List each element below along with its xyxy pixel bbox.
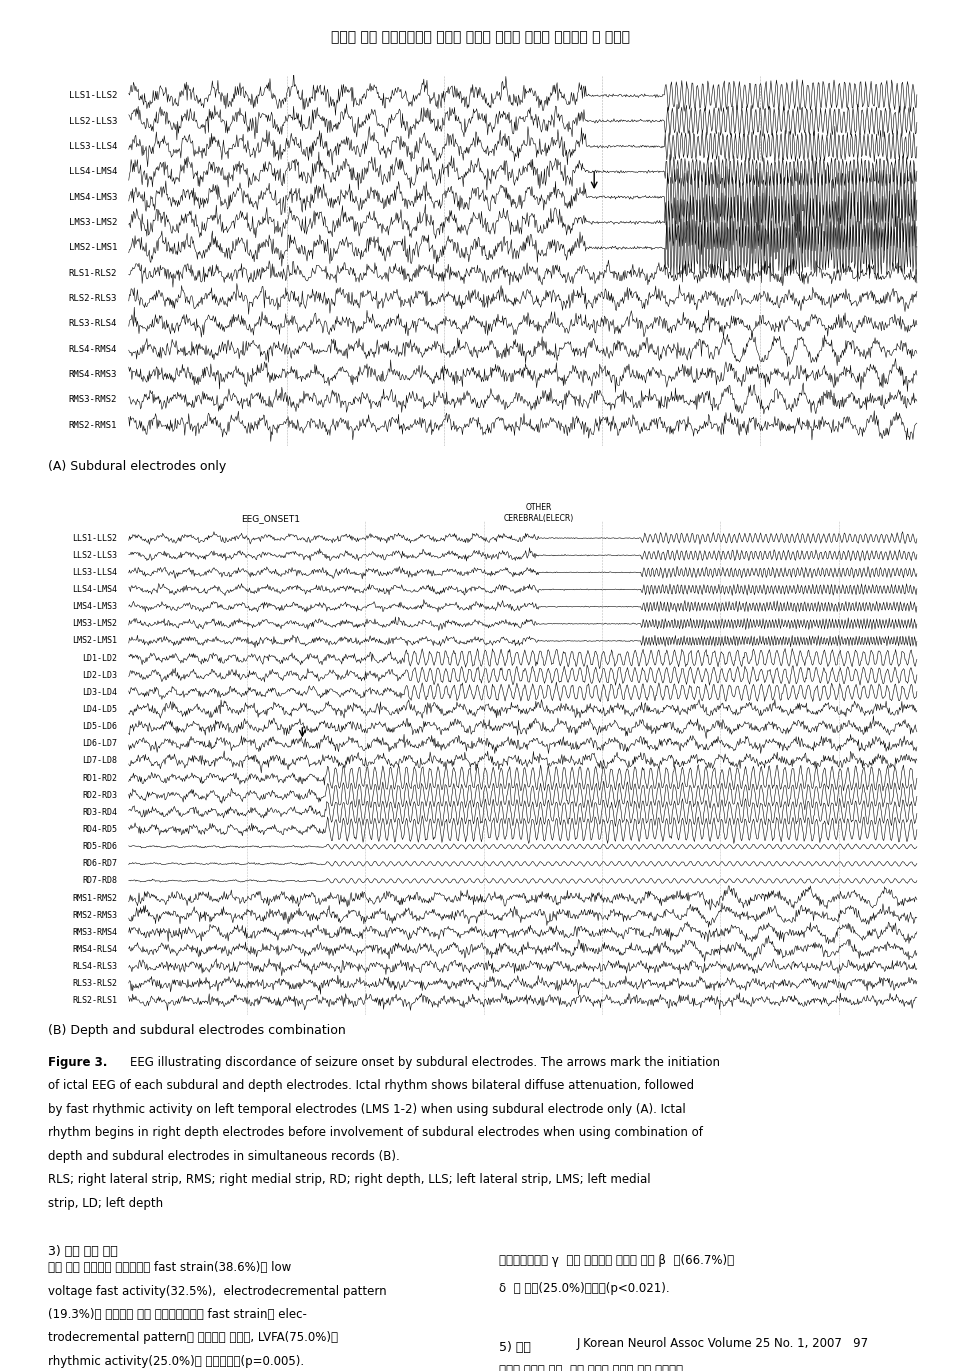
Text: voltage fast activity(32.5%),  electrodecremental pattern: voltage fast activity(32.5%), electrodec… [48, 1285, 387, 1297]
Text: 발작 뇌파 양상에서 관해군에서 fast strain(38.6%)과 low: 발작 뇌파 양상에서 관해군에서 fast strain(38.6%)과 low [48, 1261, 291, 1274]
Text: RLS2-RLS3: RLS2-RLS3 [68, 293, 117, 303]
Text: LMS2-LMS1: LMS2-LMS1 [68, 243, 117, 252]
Text: LLS3-LLS4: LLS3-LLS4 [68, 141, 117, 151]
Text: rhythm begins in right depth electrodes before involvement of subdural electrode: rhythm begins in right depth electrodes … [48, 1126, 703, 1139]
Text: LD7-LD8: LD7-LD8 [82, 757, 117, 765]
Text: LLS1-LLS2: LLS1-LLS2 [72, 533, 117, 543]
Text: RLS4-RLS3: RLS4-RLS3 [72, 962, 117, 971]
Text: RD2-RD3: RD2-RD3 [82, 791, 117, 799]
Text: LD4-LD5: LD4-LD5 [82, 705, 117, 714]
Text: of ictal EEG of each subdural and depth electrodes. Ictal rhythm shows bilateral: of ictal EEG of each subdural and depth … [48, 1079, 694, 1093]
Text: EEG_ONSET1: EEG_ONSET1 [241, 514, 300, 522]
Text: depth and subdural electrodes in simultaneous records (B).: depth and subdural electrodes in simulta… [48, 1150, 399, 1163]
Text: LLS1-LLS2: LLS1-LLS2 [68, 92, 117, 100]
Text: RD5-RD6: RD5-RD6 [82, 842, 117, 851]
Text: RD6-RD7: RD6-RD7 [82, 860, 117, 868]
Text: LLS3-LLS4: LLS3-LLS4 [72, 568, 117, 577]
Text: strip, LD; left depth: strip, LD; left depth [48, 1197, 163, 1209]
Text: LLS2-LLS3: LLS2-LLS3 [68, 117, 117, 126]
Text: J Korean Neurol Assoc Volume 25 No. 1, 2007   97: J Korean Neurol Assoc Volume 25 No. 1, 2… [577, 1337, 869, 1350]
Text: RD7-RD8: RD7-RD8 [82, 876, 117, 886]
Text: RD1-RD2: RD1-RD2 [82, 773, 117, 783]
Text: by fast rhythmic activity on left temporal electrodes (LMS 1-2) when using subdu: by fast rhythmic activity on left tempor… [48, 1102, 685, 1116]
Text: LD1-LD2: LD1-LD2 [82, 654, 117, 662]
Text: LMS4-LMS3: LMS4-LMS3 [72, 602, 117, 611]
Text: LLS4-LMS4: LLS4-LMS4 [72, 585, 117, 594]
Text: OTHER
CEREBRAL(ELECR): OTHER CEREBRAL(ELECR) [504, 503, 574, 522]
Text: RMS4-RMS3: RMS4-RMS3 [68, 370, 117, 380]
Text: Figure 3.: Figure 3. [48, 1056, 108, 1068]
Text: δ  파 이하(25.0%)이었다(p<0.021).: δ 파 이하(25.0%)이었다(p<0.021). [499, 1282, 670, 1294]
Text: (B) Depth and subdural electrodes combination: (B) Depth and subdural electrodes combin… [48, 1024, 346, 1038]
Text: RLS; right lateral strip, RMS; right medial strip, RD; right depth, LLS; left la: RLS; right lateral strip, RMS; right med… [48, 1174, 651, 1186]
Text: (A) Subdural electrodes only: (A) Subdural electrodes only [48, 459, 227, 473]
Text: 5) 기타: 5) 기타 [499, 1341, 531, 1353]
Text: RLS2-RLS1: RLS2-RLS1 [72, 997, 117, 1005]
Text: 3) 발작 뇌파 양상: 3) 발작 뇌파 양상 [48, 1245, 118, 1257]
Text: RMS2-RMS3: RMS2-RMS3 [72, 910, 117, 920]
Text: LD3-LD4: LD3-LD4 [82, 688, 117, 696]
Text: 비관해군에서는 γ  파는 관찰되지 않았고 주로 β  파(66.7%)와: 비관해군에서는 γ 파는 관찰되지 않았고 주로 β 파(66.7%)와 [499, 1254, 734, 1267]
Text: RD3-RD4: RD3-RD4 [82, 808, 117, 817]
Text: RLS1-RLS2: RLS1-RLS2 [68, 269, 117, 278]
Text: RLS3-RLS2: RLS3-RLS2 [72, 979, 117, 988]
Text: (19.3%)가 관찰되는 반면 비관해군에서는 fast strain과 elec-: (19.3%)가 관찰되는 반면 비관해군에서는 fast strain과 el… [48, 1308, 307, 1320]
Text: RMS3-RMS2: RMS3-RMS2 [68, 395, 117, 404]
Text: LMS4-LMS3: LMS4-LMS3 [68, 192, 117, 202]
Text: rhythmic activity(25.0%)가 관찰되었다(p=0.005).: rhythmic activity(25.0%)가 관찰되었다(p=0.005)… [48, 1355, 304, 1367]
Text: RMS2-RMS1: RMS2-RMS1 [68, 421, 117, 429]
Text: LLS4-LMS4: LLS4-LMS4 [68, 167, 117, 177]
Text: RLS3-RLS4: RLS3-RLS4 [68, 319, 117, 329]
Text: LD2-LD3: LD2-LD3 [82, 670, 117, 680]
Text: 측두엽 간질 수술환자에서 두개강 전극의 발작기 뇌파와 수술예후 및 유용성: 측두엽 간질 수술환자에서 두개강 전극의 발작기 뇌파와 수술예후 및 유용성 [330, 30, 630, 45]
Text: LMS2-LMS1: LMS2-LMS1 [72, 636, 117, 646]
Text: RLS4-RMS4: RLS4-RMS4 [68, 344, 117, 354]
Text: RMS1-RMS2: RMS1-RMS2 [72, 894, 117, 902]
Text: LMS3-LMS2: LMS3-LMS2 [68, 218, 117, 228]
Text: RMS4-RLS4: RMS4-RLS4 [72, 945, 117, 954]
Text: 파급된 전극의 개수, 발작 뇌파의 반대측 대뇌 반구로의: 파급된 전극의 개수, 발작 뇌파의 반대측 대뇌 반구로의 [499, 1364, 684, 1371]
Text: LLS2-LLS3: LLS2-LLS3 [72, 551, 117, 559]
Text: trodecremental pattern은 관찰되지 않았고, LVFA(75.0%)과: trodecremental pattern은 관찰되지 않았고, LVFA(7… [48, 1331, 338, 1344]
Text: LD5-LD6: LD5-LD6 [82, 723, 117, 731]
Text: EEG illustrating discordance of seizure onset by subdural electrodes. The arrows: EEG illustrating discordance of seizure … [131, 1056, 720, 1068]
Text: RMS3-RMS4: RMS3-RMS4 [72, 928, 117, 936]
Text: LD6-LD7: LD6-LD7 [82, 739, 117, 749]
Text: LMS3-LMS2: LMS3-LMS2 [72, 620, 117, 628]
Text: RD4-RD5: RD4-RD5 [82, 825, 117, 834]
